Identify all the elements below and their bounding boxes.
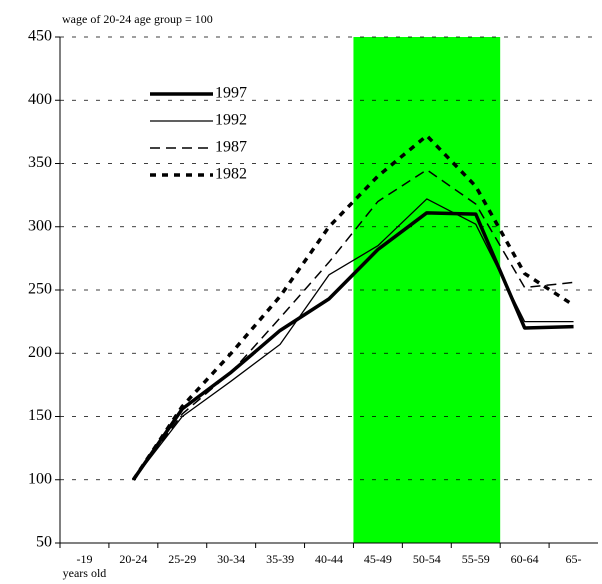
y-tick-label: 450 (28, 28, 52, 45)
x-tick-label: 65- (566, 552, 582, 566)
x-tick-label: 50-54 (413, 552, 441, 566)
y-axis-label: wage of 20-24 age group = 100 (62, 12, 213, 26)
legend-label: 1982 (215, 166, 247, 183)
series-line (132, 198, 574, 481)
series-line (132, 169, 574, 481)
x-unit-label: years old (63, 566, 107, 580)
series-line (131, 133, 575, 481)
y-tick-label: 100 (28, 470, 52, 487)
series-line (131, 211, 574, 481)
x-tick-label: 35-39 (266, 552, 294, 566)
x-tick-label: 40-44 (315, 552, 343, 566)
y-tick-label: 150 (28, 407, 52, 424)
x-tick-label: 25-29 (168, 552, 196, 566)
y-tick-label: 200 (28, 344, 52, 361)
y-tick-label: 250 (28, 281, 52, 298)
y-tick-label: 400 (28, 91, 52, 108)
x-tick-label: 55-59 (462, 552, 490, 566)
y-tick-label: 50 (36, 534, 52, 551)
x-tick-label: 60-64 (511, 552, 539, 566)
y-tick-label: 350 (28, 154, 52, 171)
legend-label: 1992 (215, 112, 247, 129)
y-tick-label: 300 (28, 217, 52, 234)
x-tick-label: 45-49 (364, 552, 392, 566)
shaded-range (353, 37, 501, 543)
legend-label: 1997 (215, 85, 247, 102)
x-tick-label: 30-34 (217, 552, 245, 566)
x-tick-label: -19 (76, 552, 92, 566)
legend-label: 1987 (215, 139, 247, 156)
x-tick-label: 20-24 (119, 552, 147, 566)
